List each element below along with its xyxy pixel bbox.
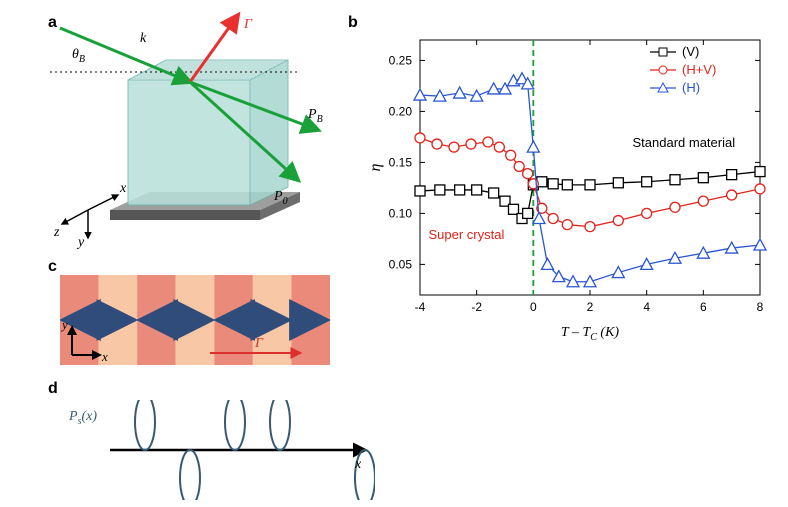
panel-c-label: c: [48, 258, 57, 276]
svg-text:(H+V): (H+V): [682, 62, 716, 77]
svg-text:-2: -2: [471, 300, 482, 314]
figure-root: a b c d: [0, 0, 788, 507]
svg-text:0: 0: [530, 300, 537, 314]
svg-text:y: y: [60, 317, 68, 332]
panel-a-gamma: Γ: [243, 17, 253, 32]
svg-text:-4: -4: [415, 300, 426, 314]
svg-text:4: 4: [643, 300, 650, 314]
svg-text:T – TC (K): T – TC (K): [561, 325, 620, 343]
svg-text:0.10: 0.10: [389, 206, 413, 220]
panel-a-pb: PB: [307, 107, 323, 125]
panel-d-label: d: [48, 380, 58, 398]
svg-text:(V): (V): [682, 44, 699, 59]
panel-a-k: k: [140, 31, 147, 46]
panel-a-axis-y: y: [76, 235, 85, 250]
svg-text:Ps(x): Ps(x): [68, 409, 97, 427]
svg-text:8: 8: [757, 300, 764, 314]
svg-text:Standard material: Standard material: [633, 135, 736, 150]
panel-b-label: b: [348, 14, 358, 32]
svg-text:0.25: 0.25: [389, 53, 413, 67]
panel-b-chart: -4 -2 0 2 4 6 8 0.05 0.10 0.15 0.20 0.25 T – TC (K) η…: [360, 20, 780, 350]
svg-text:Super crystal: Super crystal: [429, 227, 505, 242]
svg-text:x: x: [101, 349, 108, 364]
panel-a-theta: θB: [72, 47, 85, 65]
svg-text:x: x: [354, 457, 362, 472]
panel-a-axis-z: z: [53, 225, 60, 240]
panel-a-svg: θB k Γ PB P0 x y z: [40, 10, 340, 260]
svg-text:2: 2: [587, 300, 594, 314]
svg-text:η: η: [367, 163, 384, 171]
panel-a-axis-x: x: [119, 181, 127, 196]
svg-text:(H): (H): [682, 80, 700, 95]
panel-d-svg: Ps(x) x: [55, 400, 375, 500]
svg-text:0.20: 0.20: [389, 104, 413, 118]
svg-text:0.15: 0.15: [389, 155, 413, 169]
panel-c-svg: Γx y: [60, 275, 340, 375]
svg-text:Γ: Γ: [254, 336, 264, 351]
svg-text:0.05: 0.05: [389, 257, 413, 271]
svg-text:6: 6: [700, 300, 707, 314]
panel-a-crystal: [128, 60, 288, 205]
panel-a-axes: [62, 195, 118, 238]
